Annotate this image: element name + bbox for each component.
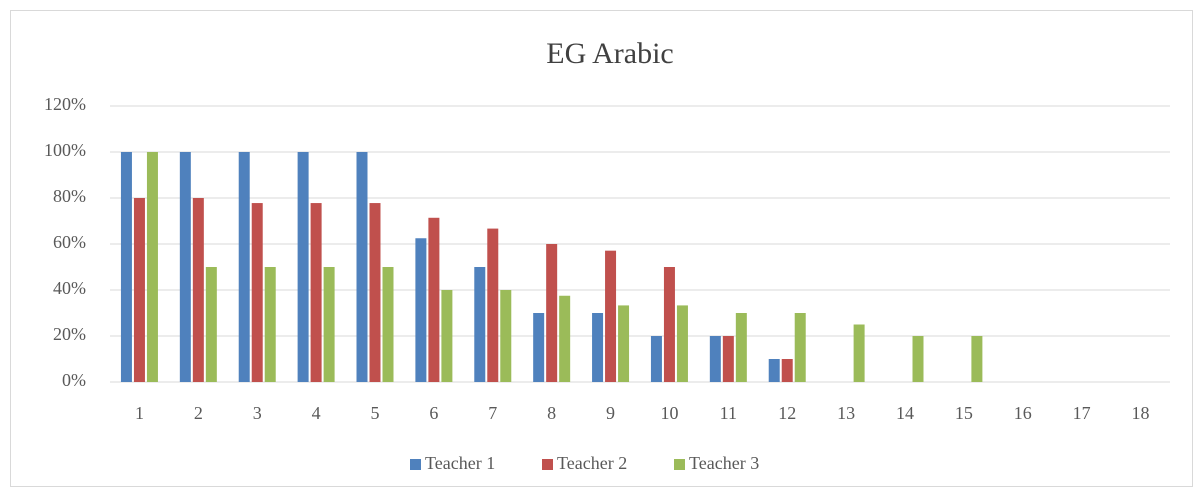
bar bbox=[310, 203, 322, 382]
x-tick-label: 17 bbox=[1073, 403, 1091, 423]
chart-frame bbox=[10, 10, 1193, 487]
legend-swatch bbox=[410, 459, 421, 470]
bar bbox=[500, 290, 512, 382]
bar bbox=[415, 238, 427, 382]
x-tick-label: 8 bbox=[547, 403, 556, 423]
bar bbox=[205, 267, 217, 382]
bar bbox=[369, 203, 381, 382]
bar bbox=[663, 267, 675, 382]
x-tick-label: 12 bbox=[778, 403, 796, 423]
bar bbox=[605, 250, 617, 382]
bar bbox=[323, 267, 335, 382]
bar bbox=[650, 336, 662, 382]
x-tick-label: 7 bbox=[488, 403, 497, 423]
legend-label: Teacher 2 bbox=[557, 453, 627, 473]
bar bbox=[441, 290, 453, 382]
bar bbox=[592, 313, 604, 382]
legend-label: Teacher 1 bbox=[425, 453, 495, 473]
y-tick-label: 80% bbox=[53, 186, 86, 206]
x-tick-label: 18 bbox=[1132, 403, 1150, 423]
y-tick-label: 20% bbox=[53, 324, 86, 344]
y-tick-label: 60% bbox=[53, 232, 86, 252]
y-tick-label: 100% bbox=[44, 140, 86, 160]
x-tick-label: 10 bbox=[660, 403, 678, 423]
x-tick-label: 5 bbox=[371, 403, 380, 423]
bar bbox=[912, 336, 924, 382]
bar bbox=[709, 336, 721, 382]
x-tick-label: 14 bbox=[896, 403, 914, 423]
bar bbox=[251, 203, 263, 382]
bar bbox=[179, 152, 191, 382]
legend-swatch bbox=[674, 459, 685, 470]
bar bbox=[533, 313, 545, 382]
bar bbox=[487, 228, 499, 382]
bar bbox=[546, 244, 558, 382]
bar bbox=[264, 267, 276, 382]
x-tick-label: 15 bbox=[955, 403, 973, 423]
x-tick-label: 6 bbox=[429, 403, 438, 423]
bar bbox=[474, 267, 486, 382]
bar bbox=[559, 295, 571, 382]
bar bbox=[853, 324, 865, 382]
legend-swatch bbox=[542, 459, 553, 470]
bar bbox=[192, 198, 204, 382]
x-tick-label: 4 bbox=[312, 403, 321, 423]
bar bbox=[971, 336, 983, 382]
bar bbox=[676, 305, 688, 382]
bar bbox=[356, 152, 368, 382]
bar bbox=[120, 152, 132, 382]
y-tick-label: 0% bbox=[62, 370, 86, 390]
bar bbox=[735, 313, 747, 382]
bar bbox=[382, 267, 394, 382]
bar bbox=[133, 198, 145, 382]
bar bbox=[428, 217, 440, 382]
x-tick-label: 3 bbox=[253, 403, 262, 423]
bar bbox=[768, 359, 780, 382]
bar bbox=[238, 152, 250, 382]
bar bbox=[146, 152, 158, 382]
x-tick-label: 11 bbox=[720, 403, 737, 423]
bar bbox=[722, 336, 734, 382]
x-tick-label: 13 bbox=[837, 403, 855, 423]
y-tick-label: 120% bbox=[44, 94, 86, 114]
bar bbox=[618, 305, 630, 382]
y-tick-label: 40% bbox=[53, 278, 86, 298]
bar bbox=[297, 152, 309, 382]
x-tick-label: 2 bbox=[194, 403, 203, 423]
x-tick-label: 1 bbox=[135, 403, 144, 423]
bar bbox=[781, 359, 793, 382]
x-tick-label: 9 bbox=[606, 403, 615, 423]
legend-label: Teacher 3 bbox=[689, 453, 759, 473]
x-tick-label: 16 bbox=[1014, 403, 1032, 423]
chart-title: EG Arabic bbox=[546, 37, 673, 70]
bar bbox=[794, 313, 806, 382]
